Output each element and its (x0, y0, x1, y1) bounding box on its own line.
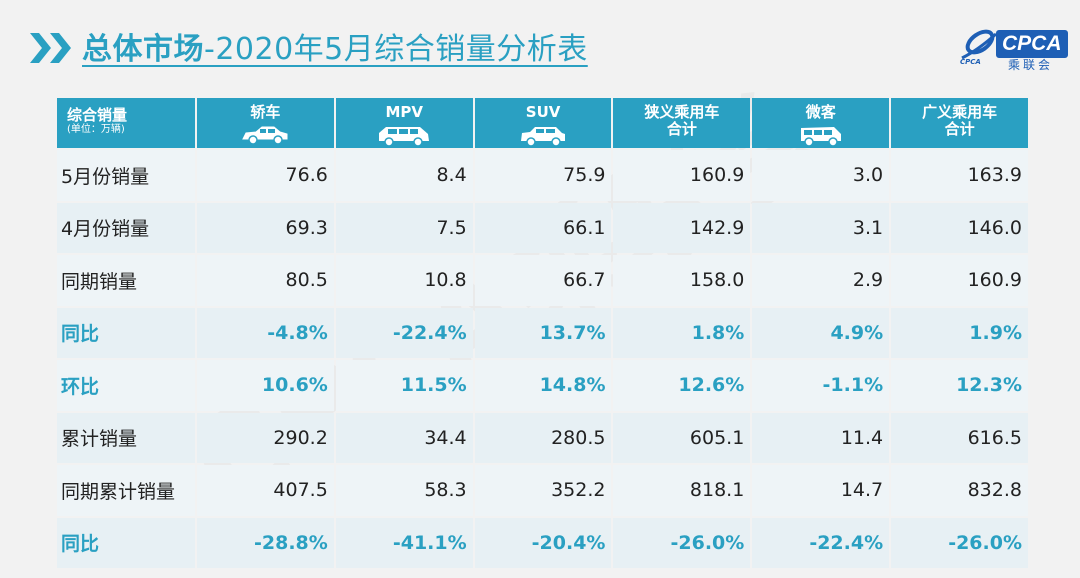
table-cell: -1.1% (752, 360, 890, 411)
page-title: 总体市场-2020年5月综合销量分析表 (82, 24, 588, 68)
column-header-label: 狭义乘用车 (644, 103, 720, 121)
column-header-mpv: MPV (335, 98, 473, 148)
row-label: 同比 (57, 307, 195, 358)
corner-unit: (单位：万辆) (67, 124, 125, 135)
row-label: 同期销量 (57, 255, 195, 306)
row-label: 同比 (57, 517, 195, 568)
sales-table: 综合销量 (单位：万辆) 轿车 MPV (55, 96, 1030, 570)
table-cell: 352.2 (474, 465, 612, 516)
logo-text: CPCA (996, 30, 1068, 58)
table-cell: -22.4% (752, 517, 890, 568)
mpv-icon (379, 127, 430, 147)
table-cell: 75.9 (474, 150, 612, 201)
table-row: 同期销量 80.5 10.8 66.7 158.0 2.9 160.9 (57, 255, 1028, 306)
column-header-narrow-total: 狭义乘用车 合计 (613, 98, 751, 148)
logo-swirl-icon (961, 29, 997, 60)
table-row: 环比 10.6% 11.5% 14.8% 12.6% -1.1% 12.3% (57, 360, 1028, 411)
table-cell: 13.7% (474, 307, 612, 358)
corner-header: 综合销量 (单位：万辆) (57, 98, 195, 148)
table-row: 累计销量 290.2 34.4 280.5 605.1 11.4 616.5 (57, 412, 1028, 463)
table-cell: 3.1 (752, 202, 890, 253)
row-label: 累计销量 (57, 412, 195, 463)
table-cell: 605.1 (613, 412, 751, 463)
table-cell: 142.9 (613, 202, 751, 253)
table-row: 同期累计销量 407.5 58.3 352.2 818.1 14.7 832.8 (57, 465, 1028, 516)
table-cell: 818.1 (613, 465, 751, 516)
minivan-icon (800, 127, 841, 147)
column-header-label: MPV (385, 103, 423, 121)
column-header-label-line2: 合计 (944, 120, 975, 138)
column-header-suv: SUV (474, 98, 612, 148)
table-cell: 12.6% (613, 360, 751, 411)
table-row: 同比 -28.8% -41.1% -20.4% -26.0% -22.4% -26.0% (57, 517, 1028, 568)
table-cell: -4.8% (197, 307, 334, 358)
table-cell: 80.5 (197, 255, 334, 306)
title-rest: -2020年5月综合销量分析表 (204, 32, 588, 67)
column-header-label: 轿车 (250, 103, 281, 121)
table-cell: -28.8% (197, 517, 334, 568)
table-cell: 66.1 (474, 202, 612, 253)
table-cell: 4.9% (752, 307, 890, 358)
row-label: 环比 (57, 360, 195, 411)
column-header-label: 微客 (805, 103, 836, 121)
table-cell: 163.9 (891, 150, 1028, 201)
table-cell: 158.0 (613, 255, 751, 306)
table-row: 5月份销量 76.6 8.4 75.9 160.9 3.0 163.9 (57, 150, 1028, 201)
table-cell: 160.9 (891, 255, 1028, 306)
column-header-label: SUV (525, 103, 561, 121)
table-row: 4月份销量 69.3 7.5 66.1 142.9 3.1 146.0 (57, 202, 1028, 253)
title-bold: 总体市场 (82, 32, 204, 67)
table-cell: 7.5 (335, 202, 473, 253)
table-cell: 69.3 (197, 202, 334, 253)
table-header-row: 综合销量 (单位：万辆) 轿车 MPV (57, 98, 1028, 148)
table-cell: 832.8 (891, 465, 1028, 516)
table-cell: 10.8 (335, 255, 473, 306)
table-cell: 58.3 (335, 465, 473, 516)
table-body: 5月份销量 76.6 8.4 75.9 160.9 3.0 163.9 4月份销量 69.3 7.… (57, 150, 1028, 568)
cpca-logo: CPCA CPCA 乘联会 (958, 24, 1070, 72)
row-label: 4月份销量 (57, 202, 195, 253)
table-cell: 280.5 (474, 412, 612, 463)
table-cell: 1.9% (891, 307, 1028, 358)
table-cell: 160.9 (613, 150, 751, 201)
table-cell: 34.4 (335, 412, 473, 463)
row-label: 5月份销量 (57, 150, 195, 201)
table-cell: 14.7 (752, 465, 890, 516)
table-cell: 11.4 (752, 412, 890, 463)
table-cell: 12.3% (891, 360, 1028, 411)
table-cell: 14.8% (474, 360, 612, 411)
table-cell: 3.0 (752, 150, 890, 201)
table-cell: 146.0 (891, 202, 1028, 253)
table-cell: 10.6% (197, 360, 334, 411)
table-cell: -20.4% (474, 517, 612, 568)
column-header-broad-total: 广义乘用车 合计 (891, 98, 1028, 148)
logo-subtext: 乘联会 (1008, 58, 1054, 72)
double-chevron-icon (30, 33, 71, 63)
table-cell: 66.7 (474, 255, 612, 306)
table-cell: 1.8% (613, 307, 751, 358)
table-cell: 2.9 (752, 255, 890, 306)
table-cell: 8.4 (335, 150, 473, 201)
table-cell: -22.4% (335, 307, 473, 358)
suv-icon (521, 127, 566, 147)
table-cell: -26.0% (891, 517, 1028, 568)
sedan-icon (242, 126, 288, 145)
row-label: 同期累计销量 (57, 465, 195, 516)
logo-mark-text: CPCA (960, 58, 981, 66)
table-row: 同比 -4.8% -22.4% 13.7% 1.8% 4.9% 1.9% (57, 307, 1028, 358)
table-cell: 407.5 (197, 465, 334, 516)
table-cell: -26.0% (613, 517, 751, 568)
table-cell: 76.6 (197, 150, 334, 201)
table-cell: 11.5% (335, 360, 473, 411)
table-cell: 616.5 (891, 412, 1028, 463)
table-cell: 290.2 (197, 412, 334, 463)
column-header-label-line2: 合计 (666, 120, 697, 138)
column-header-label: 广义乘用车 (922, 103, 998, 121)
table-cell: -41.1% (335, 517, 473, 568)
column-header-minivan: 微客 (752, 98, 890, 148)
corner-label: 综合销量 (67, 106, 128, 124)
column-header-sedan: 轿车 (197, 98, 334, 148)
header: 总体市场-2020年5月综合销量分析表 CPCA CPCA 乘联会 (0, 0, 1080, 92)
